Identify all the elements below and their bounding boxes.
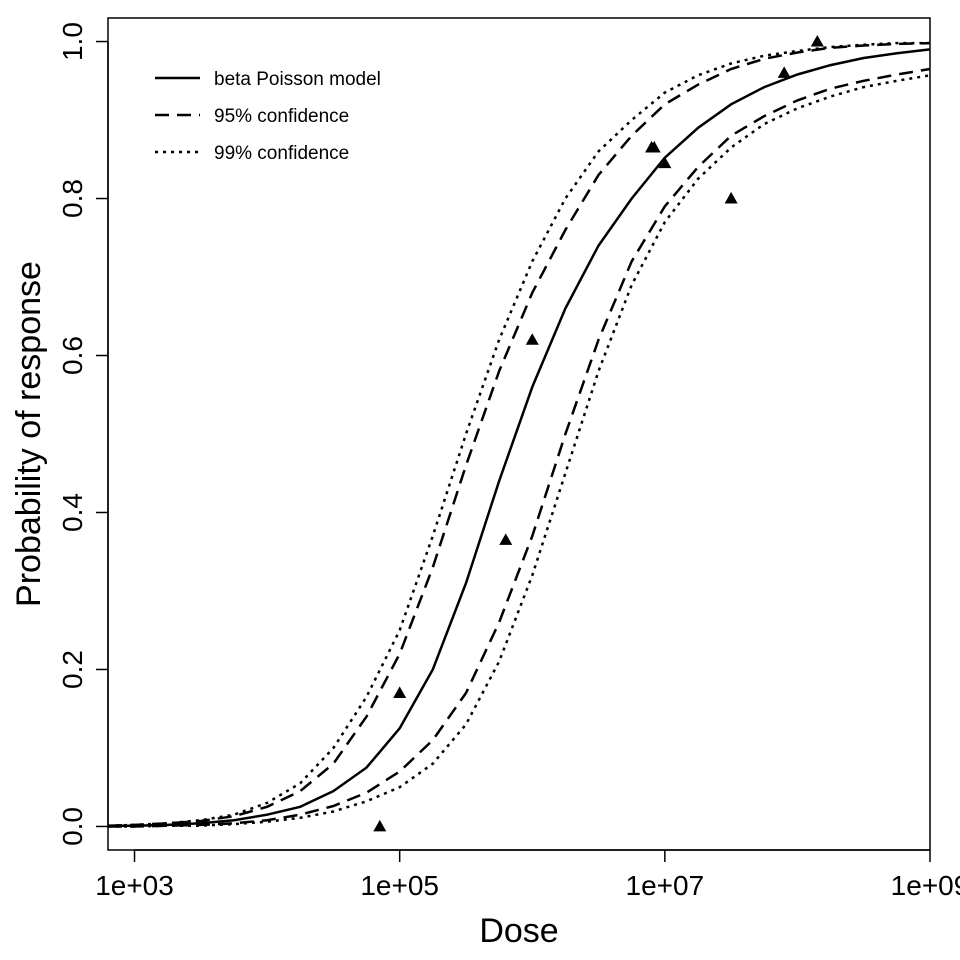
legend: beta Poisson model 95% confidence 99% conf… bbox=[155, 69, 381, 164]
x-tick-label: 1e+05 bbox=[360, 870, 439, 901]
x-tick-label: 1e+09 bbox=[891, 870, 960, 901]
y-tick-label: 0.2 bbox=[57, 650, 88, 689]
data-point-triangle bbox=[724, 191, 738, 204]
x-tick-label: 1e+03 bbox=[95, 870, 174, 901]
y-axis: 0.0 0.2 0.4 0.6 0.8 1.0 bbox=[57, 22, 109, 846]
legend-label: 95% confidence bbox=[214, 106, 349, 127]
series-line-dotted bbox=[108, 74, 931, 828]
data-point-triangle bbox=[393, 686, 407, 698]
y-tick-label: 0.0 bbox=[57, 807, 88, 846]
series-line-solid bbox=[108, 48, 931, 827]
data-point-triangle bbox=[525, 333, 539, 345]
data-point-triangle bbox=[777, 66, 791, 78]
series-line-dashed bbox=[107, 41, 931, 827]
data-points bbox=[373, 34, 824, 832]
legend-label: 99% confidence bbox=[214, 143, 349, 164]
data-point-triangle bbox=[658, 156, 672, 169]
series-line-dotted bbox=[107, 41, 930, 827]
x-axis: 1e+03 1e+05 1e+07 1e+09 bbox=[95, 849, 960, 901]
x-tick-label: 1e+07 bbox=[626, 870, 705, 901]
y-tick-label: 0.8 bbox=[57, 179, 88, 218]
series-line-dashed bbox=[108, 67, 931, 828]
y-axis-title: Probability of response bbox=[10, 261, 48, 607]
data-point-triangle bbox=[810, 34, 824, 47]
y-tick-label: 0.6 bbox=[57, 336, 88, 375]
x-axis-title: Dose bbox=[479, 912, 558, 950]
data-point-triangle bbox=[499, 533, 513, 545]
data-point-triangle bbox=[373, 819, 387, 832]
legend-label: beta Poisson model bbox=[214, 69, 381, 90]
y-tick-label: 1.0 bbox=[57, 22, 88, 61]
y-tick-label: 0.4 bbox=[57, 493, 88, 532]
series-layer bbox=[107, 41, 931, 828]
data-point-triangle bbox=[647, 140, 661, 153]
